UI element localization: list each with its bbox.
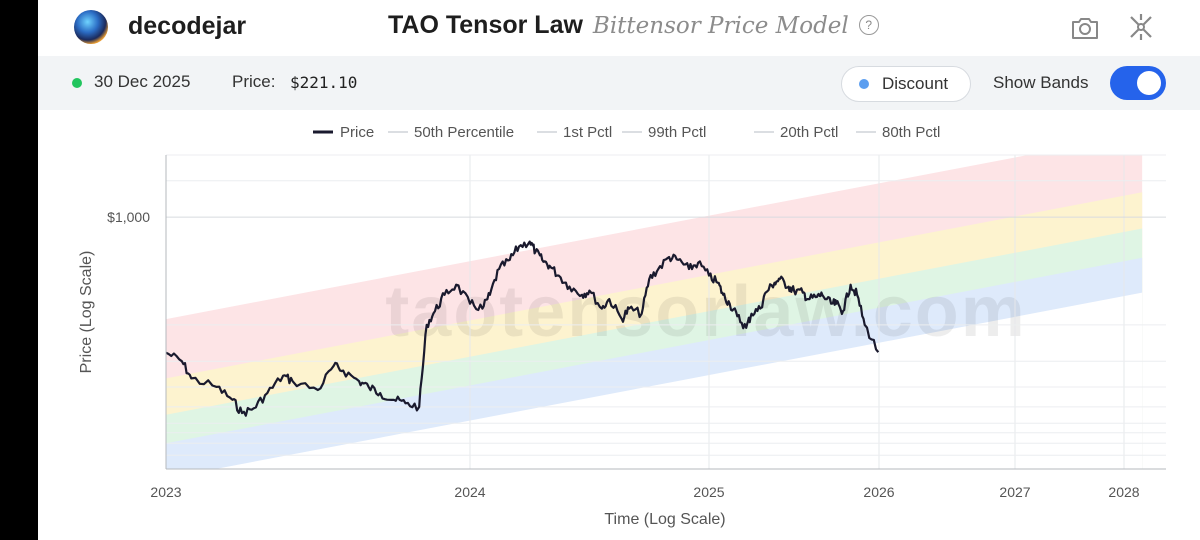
username[interactable]: decodejar [128, 12, 247, 40]
page-subtitle: Bittensor Price Model [592, 13, 849, 39]
chart-grid [165, 154, 1166, 469]
legend-item-label[interactable]: 50th Percentile [414, 124, 514, 141]
legend-item-label[interactable]: Price [340, 124, 374, 141]
tools-icon[interactable] [1126, 12, 1156, 42]
show-bands-label: Show Bands [993, 73, 1089, 92]
x-tick-label: 2026 [863, 484, 894, 500]
price-label: Price: [232, 72, 276, 91]
chart: Price 50th Percentile 1st Pctl 99th Pctl 20t… [78, 124, 1166, 528]
show-bands-toggle[interactable] [1110, 66, 1166, 100]
help-icon[interactable]: ? [858, 15, 879, 35]
percentile-bands [166, 155, 1143, 469]
price-series [166, 240, 880, 417]
watermark: taotensorlaw.com [385, 272, 1026, 352]
x-tick-label: 2025 [693, 484, 724, 500]
toolbar: 30 Dec 2025 Price: $221.10 Discount Show… [38, 56, 1200, 110]
chart-axes: 2023 2024 2025 2026 2027 2028 $1,000 [107, 155, 1166, 500]
page-title: TAO Tensor Law [388, 11, 583, 39]
discount-button[interactable]: Discount [841, 66, 971, 102]
band-1st-pctl [215, 292, 1143, 469]
x-axis-label: Time (Log Scale) [604, 511, 725, 528]
header-bar: decodejar TAO Tensor Law Bittensor Price … [38, 0, 1200, 56]
legend-item-label[interactable]: 1st Pctl [563, 124, 612, 141]
status-dot [72, 78, 82, 88]
series-line-price [166, 240, 880, 417]
x-tick-label: 2024 [454, 484, 485, 500]
camera-icon[interactable] [1070, 14, 1100, 42]
x-tick-label: 2027 [999, 484, 1030, 500]
title-group: TAO Tensor Law Bittensor Price Model? [388, 11, 879, 40]
legend-item-label[interactable]: 20th Pctl [780, 124, 838, 141]
y-tick-label: $1,000 [107, 209, 150, 225]
price-value: $221.10 [290, 73, 358, 92]
chart-legend[interactable]: Price 50th Percentile 1st Pctl 99th Pctl 20t… [313, 124, 940, 141]
app-window: decodejar TAO Tensor Law Bittensor Price … [38, 0, 1200, 540]
discount-dot [859, 79, 869, 89]
date-text: 30 Dec 2025 [94, 72, 191, 91]
discount-label: Discount [882, 74, 949, 93]
avatar[interactable] [74, 10, 108, 44]
y-axis-label: Price (Log Scale) [78, 251, 95, 374]
legend-item-label[interactable]: 80th Pctl [882, 124, 940, 141]
x-tick-label: 2023 [150, 484, 181, 500]
legend-item-label[interactable]: 99th Pctl [648, 124, 706, 141]
toggle-knob [1137, 71, 1161, 95]
x-tick-label: 2028 [1108, 484, 1139, 500]
